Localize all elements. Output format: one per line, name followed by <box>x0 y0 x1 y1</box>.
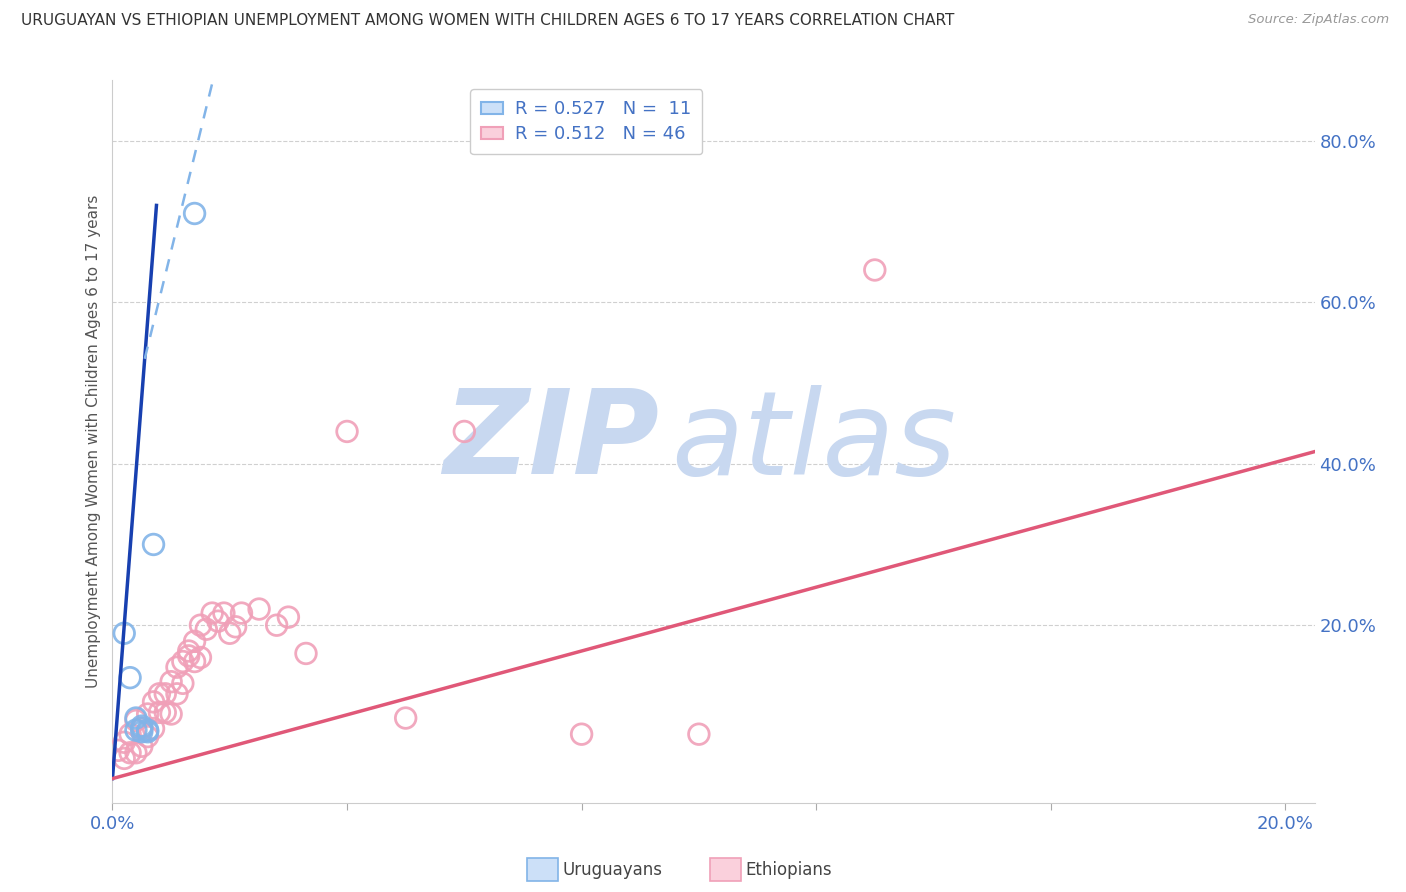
Point <box>172 676 194 690</box>
Text: URUGUAYAN VS ETHIOPIAN UNEMPLOYMENT AMONG WOMEN WITH CHILDREN AGES 6 TO 17 YEARS: URUGUAYAN VS ETHIOPIAN UNEMPLOYMENT AMON… <box>21 13 955 29</box>
Point <box>136 724 159 739</box>
Point <box>125 711 148 725</box>
Point <box>190 650 212 665</box>
Point <box>112 735 135 749</box>
Point <box>131 719 153 733</box>
Point <box>266 618 288 632</box>
Point <box>120 727 142 741</box>
Point <box>120 671 142 685</box>
Point <box>212 606 235 620</box>
Point <box>125 723 148 738</box>
Point <box>571 727 593 741</box>
Point <box>142 695 165 709</box>
Point <box>336 425 359 439</box>
Y-axis label: Unemployment Among Women with Children Ages 6 to 17 years: Unemployment Among Women with Children A… <box>86 194 101 689</box>
Point <box>395 711 418 725</box>
Point <box>131 724 153 739</box>
Point <box>177 648 200 663</box>
Point <box>190 618 212 632</box>
Text: atlas: atlas <box>672 384 956 499</box>
Point <box>131 739 153 754</box>
Point <box>112 626 135 640</box>
Point <box>453 425 475 439</box>
Point <box>142 722 165 736</box>
Point <box>136 730 159 744</box>
Point <box>107 743 129 757</box>
Point <box>207 614 229 628</box>
Legend: R = 0.527   N =  11, R = 0.512   N = 46: R = 0.527 N = 11, R = 0.512 N = 46 <box>470 89 703 154</box>
Point <box>160 674 183 689</box>
Point <box>166 660 188 674</box>
Point <box>125 746 148 760</box>
Text: Source: ZipAtlas.com: Source: ZipAtlas.com <box>1249 13 1389 27</box>
Text: ZIP: ZIP <box>443 384 659 499</box>
Point <box>155 706 177 720</box>
Point <box>183 655 205 669</box>
Point <box>247 602 270 616</box>
Point <box>183 634 205 648</box>
Point <box>131 722 153 736</box>
Point <box>225 620 247 634</box>
Point <box>218 626 240 640</box>
Point <box>136 723 159 738</box>
Point <box>160 706 183 721</box>
Point <box>172 655 194 669</box>
Text: Ethiopians: Ethiopians <box>745 861 832 879</box>
Point <box>277 610 299 624</box>
Point <box>863 263 886 277</box>
Point <box>136 706 159 721</box>
Point <box>148 687 170 701</box>
Point <box>195 622 218 636</box>
Point <box>131 722 153 736</box>
Point <box>120 746 142 760</box>
Point <box>177 644 200 658</box>
Point <box>125 714 148 728</box>
Point <box>295 647 318 661</box>
Point <box>166 687 188 701</box>
Point <box>183 206 205 220</box>
Point <box>148 706 170 720</box>
Text: Uruguayans: Uruguayans <box>562 861 662 879</box>
Point <box>688 727 710 741</box>
Point <box>142 537 165 551</box>
Point <box>155 687 177 701</box>
Point <box>112 751 135 765</box>
Point <box>231 606 253 620</box>
Point <box>201 606 224 620</box>
